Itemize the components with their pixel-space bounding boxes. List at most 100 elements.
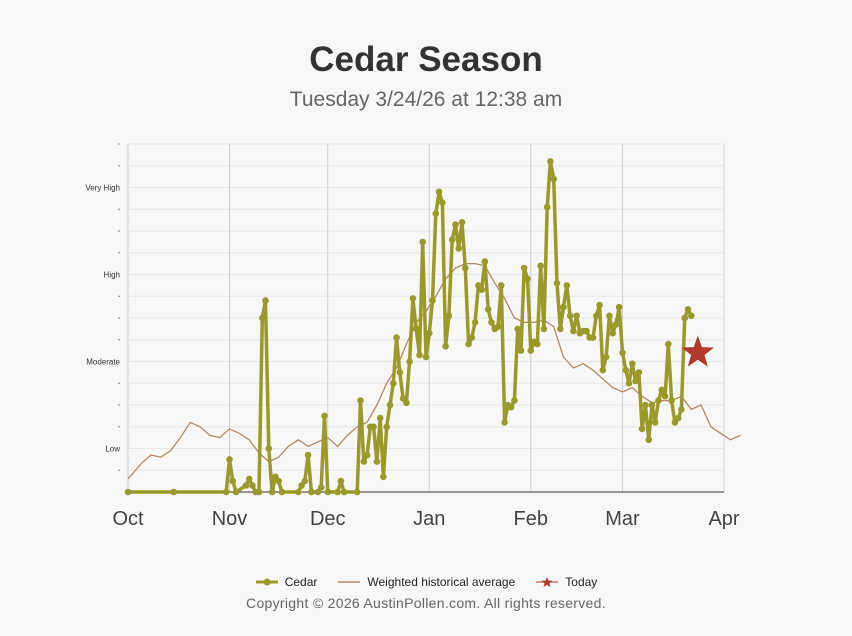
chart-title: Cedar Season [309, 40, 543, 79]
cedar-data-point [602, 353, 610, 361]
cedar-data-point [648, 401, 656, 409]
legend-item-cedar[interactable]: Cedar [255, 575, 318, 589]
cedar-data-point [448, 236, 456, 243]
cedar-data-point [599, 366, 607, 374]
y-level-label: High [104, 271, 120, 280]
cedar-data-point [393, 334, 400, 341]
cedar-data-point [632, 377, 639, 385]
cedar-data-point [304, 451, 312, 459]
cedar-data-point [353, 488, 361, 496]
cedar-data-point [557, 325, 564, 333]
cedar-data-point [232, 488, 240, 496]
cedar-data-point [255, 488, 263, 496]
cedar-data-point [226, 456, 233, 463]
cedar-data-point [419, 238, 427, 246]
cedar-data-point [360, 458, 368, 465]
cedar-data-point [511, 397, 518, 404]
cedar-data-point [170, 488, 178, 496]
cedar-data-point [275, 477, 282, 485]
cedar-data-point [432, 210, 440, 217]
cedar-data-point [534, 340, 541, 348]
cedar-data-point [262, 297, 269, 304]
cedar-data-point [589, 334, 597, 341]
cedar-data-point [615, 303, 623, 311]
cedar-data-point [259, 314, 266, 322]
cedar-data-point [222, 488, 230, 496]
cedar-data-point [481, 258, 489, 265]
cedar-data-point [229, 477, 237, 485]
cedar-data-point [435, 188, 443, 196]
cedar-data-point [324, 488, 332, 496]
cedar-data-point [540, 325, 548, 333]
cedar-data-point [573, 312, 580, 320]
cedar-data-point [249, 482, 256, 489]
cedar-data-point [462, 264, 469, 272]
cedar-data-point [478, 286, 486, 294]
cedar-data-point [612, 321, 620, 328]
cedar-data-point [268, 488, 276, 496]
cedar-data-point [638, 425, 646, 433]
cedar-data-point [373, 458, 381, 465]
cedar-data-point [527, 347, 535, 354]
legend-item-historical[interactable]: Weighted historical average [337, 575, 515, 589]
cedar-data-point [396, 369, 404, 376]
cedar-legend-icon [255, 578, 278, 586]
cedar-data-point [455, 245, 463, 252]
cedar-data-point [422, 353, 430, 361]
cedar-data-point [409, 295, 417, 302]
cedar-data-point [357, 397, 364, 404]
cedar-data-point [376, 414, 384, 422]
chart-legend: Cedar Weighted historical average Today [0, 575, 852, 589]
cedar-data-point [416, 351, 423, 359]
cedar-data-point [622, 366, 630, 374]
cedar-data-point [651, 419, 659, 426]
cedar-data-point [550, 175, 557, 183]
cedar-data-point [563, 282, 571, 289]
cedar-data-point [452, 221, 459, 228]
cedar-data-point [537, 262, 544, 270]
cedar-data-point [553, 279, 561, 287]
cedar-data-point [337, 477, 345, 485]
y-level-label: Moderate [86, 358, 120, 367]
cedar-data-point [465, 340, 472, 348]
legend-label-today: Today [565, 575, 598, 589]
cedar-data-point [665, 340, 672, 348]
legend-label-cedar: Cedar [284, 575, 318, 589]
cedar-data-point [334, 488, 341, 496]
cedar-data-point [517, 347, 525, 354]
cedar-data-point [560, 303, 567, 311]
cedar-data-point [606, 312, 613, 320]
cedar-data-point [278, 488, 286, 496]
cedar-data-point [609, 329, 616, 337]
cedar-data-point [494, 323, 502, 331]
cedar-data-point [501, 419, 508, 426]
cedar-data-point [386, 401, 394, 409]
cedar-data-point [658, 386, 666, 394]
pollen-chart: Oct Nov Dec Jan Feb Mar Apr Low Moderate High Very… [85, 143, 741, 530]
cedar-data-point [583, 327, 590, 335]
cedar-data-point [245, 475, 253, 483]
cedar-data-point [520, 264, 528, 272]
cedar-data-point [242, 482, 250, 489]
cedar-data-point [383, 423, 391, 431]
cedar-data-point [593, 312, 600, 320]
cedar-data-point [642, 401, 649, 409]
cedar-line [128, 159, 693, 494]
copyright-notice: Copyright © 2026 AustinPollen.com. All r… [246, 595, 606, 611]
cedar-data-point [468, 334, 476, 341]
cedar-data-point [566, 312, 574, 320]
cedar-data-point [661, 393, 669, 400]
cedar-data-point [301, 477, 309, 485]
cedar-data-point [321, 412, 328, 420]
x-tick-label: Jan [413, 508, 445, 530]
cedar-data-point [619, 349, 626, 357]
cedar-data-point [524, 275, 531, 283]
cedar-data-point [596, 301, 603, 309]
cedar-data-point [429, 297, 436, 304]
x-tick-label: Nov [212, 508, 248, 530]
cedar-data-point [625, 380, 633, 387]
x-tick-label: Mar [605, 508, 640, 530]
legend-item-today[interactable]: Today [535, 575, 597, 589]
cedar-data-point [340, 488, 348, 496]
chart-subtitle: Tuesday 3/24/26 at 12:38 am [289, 88, 563, 111]
